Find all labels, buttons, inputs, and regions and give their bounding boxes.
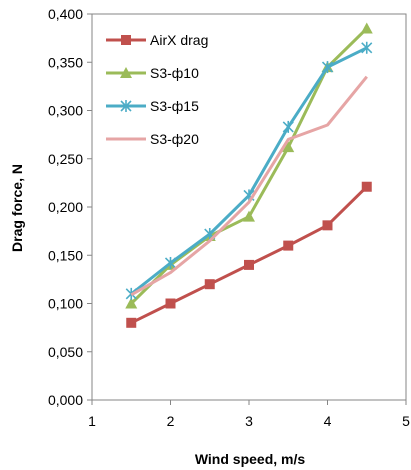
data-point (204, 279, 215, 290)
data-point (360, 22, 373, 34)
y-tick-label: 0,350 (48, 54, 83, 70)
legend-label: S3-ф10 (150, 65, 199, 81)
data-point (283, 240, 294, 251)
data-point (361, 41, 373, 54)
y-tick-label: 0,150 (48, 247, 83, 263)
legend-label: AirX drag (150, 32, 208, 48)
legend-label: S3-ф15 (150, 98, 199, 114)
y-tick-label: 0,300 (48, 103, 83, 119)
data-point (165, 298, 176, 309)
x-tick-label: 1 (88, 413, 96, 429)
series-layer (125, 22, 373, 328)
y-tick-label: 0,100 (48, 296, 83, 312)
legend: AirX drag S3-ф10 S3-ф15 S3-ф20 (106, 32, 208, 147)
legend-label: S3-ф20 (150, 131, 199, 147)
data-point (282, 120, 294, 133)
plot-area (91, 13, 407, 401)
x-tick-label: 2 (167, 413, 175, 429)
data-point (126, 317, 137, 328)
x-tick-label: 4 (324, 413, 332, 429)
data-point (361, 181, 372, 192)
legend-marker (121, 35, 131, 45)
y-tick-label: 0,400 (48, 6, 83, 22)
y-axis: 0,000 0,050 0,100 0,150 0,200 0,250 0,300 0,350… (48, 6, 92, 408)
x-tick-label: 3 (245, 413, 253, 429)
y-tick-label: 0,000 (48, 392, 83, 408)
data-point (321, 61, 334, 74)
x-tick-label: 5 (402, 413, 410, 429)
series-line (130, 75, 368, 297)
x-axis: 1 2 3 4 5 (88, 400, 410, 429)
data-point (164, 256, 177, 269)
data-point (282, 141, 295, 153)
y-tick-label: 0,250 (48, 151, 83, 167)
y-tick-label: 0,200 (48, 199, 83, 215)
data-point (244, 259, 254, 270)
x-axis-title: Wind speed, m/s (195, 451, 306, 467)
data-point (243, 210, 255, 222)
data-point (125, 297, 138, 309)
y-axis-title: Drag force, N (9, 164, 25, 252)
y-tick-label: 0,050 (48, 344, 83, 360)
data-point (322, 220, 333, 231)
legend-marker (120, 67, 132, 78)
legend-marker (120, 100, 132, 112)
